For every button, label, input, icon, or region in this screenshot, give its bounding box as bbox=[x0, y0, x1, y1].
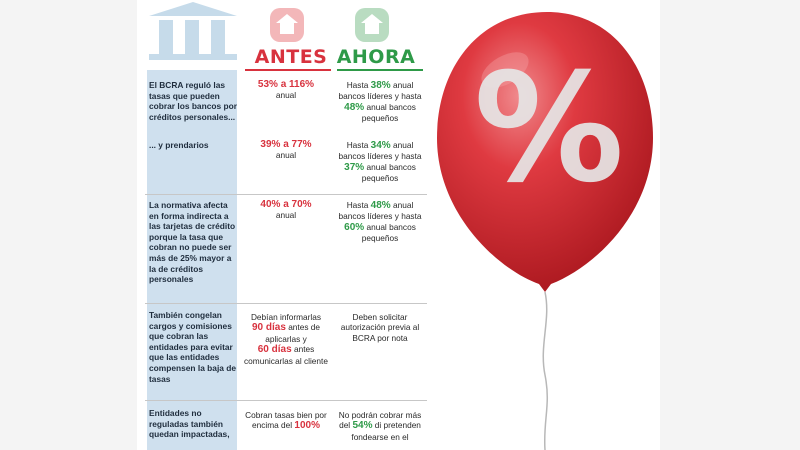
bank-roof bbox=[149, 2, 237, 16]
antes-cell: 39% a 77% anual bbox=[260, 139, 312, 161]
antes-underline bbox=[245, 69, 331, 71]
antes-house-icon bbox=[270, 8, 304, 42]
bank-column bbox=[185, 20, 199, 54]
antes-cell: Debían informarlas 90 días antes de apli… bbox=[244, 312, 328, 366]
antes-cell: 53% a 116% anual bbox=[257, 79, 315, 101]
balloon-string bbox=[542, 291, 548, 450]
bank-column bbox=[211, 20, 225, 54]
ahora-cell: No podrán cobrar más del 54% di pretende… bbox=[338, 410, 422, 442]
balloon-body bbox=[437, 12, 653, 292]
antes-cell: Cobran tasas bien por encima del 100% bbox=[245, 410, 327, 432]
bank-base bbox=[149, 54, 237, 60]
row-label: La normativa afecta en forma indirecta a… bbox=[149, 200, 236, 285]
ahora-cell: Hasta 34% anual bancos líderes y hasta 3… bbox=[338, 140, 422, 184]
row-label: El BCRA reguló las tasas que pueden cobr… bbox=[149, 80, 237, 122]
percent-symbol: % bbox=[474, 42, 624, 216]
row-divider bbox=[145, 400, 427, 401]
ahora-heading: AHORA bbox=[336, 46, 416, 68]
row-label: Entidades no reguladas también quedan im… bbox=[149, 408, 230, 440]
questions-column bbox=[147, 70, 237, 450]
antes-heading: ANTES bbox=[254, 46, 328, 68]
ahora-cell: Hasta 38% anual bancos líderes y hasta 4… bbox=[338, 80, 422, 124]
balloon-highlight bbox=[481, 52, 529, 88]
row-label: ... y prendarios bbox=[149, 140, 209, 150]
ahora-cell: Hasta 48% anual bancos líderes y hasta 6… bbox=[338, 200, 422, 244]
row-divider bbox=[145, 303, 427, 304]
percent-balloon-icon: % bbox=[437, 12, 653, 450]
antes-cell: 40% a 70% anual bbox=[260, 199, 312, 221]
row-divider bbox=[145, 194, 427, 195]
row-label: También congelan cargos y comisiones que… bbox=[149, 310, 237, 384]
ahora-cell: Deben solicitar autorización previa al B… bbox=[340, 312, 420, 343]
bank-column bbox=[159, 20, 173, 54]
ahora-house-icon bbox=[355, 8, 389, 42]
ahora-underline bbox=[337, 69, 423, 71]
infographic-card: ANTES AHORA El BCRA reguló las tasas que… bbox=[137, 0, 660, 450]
